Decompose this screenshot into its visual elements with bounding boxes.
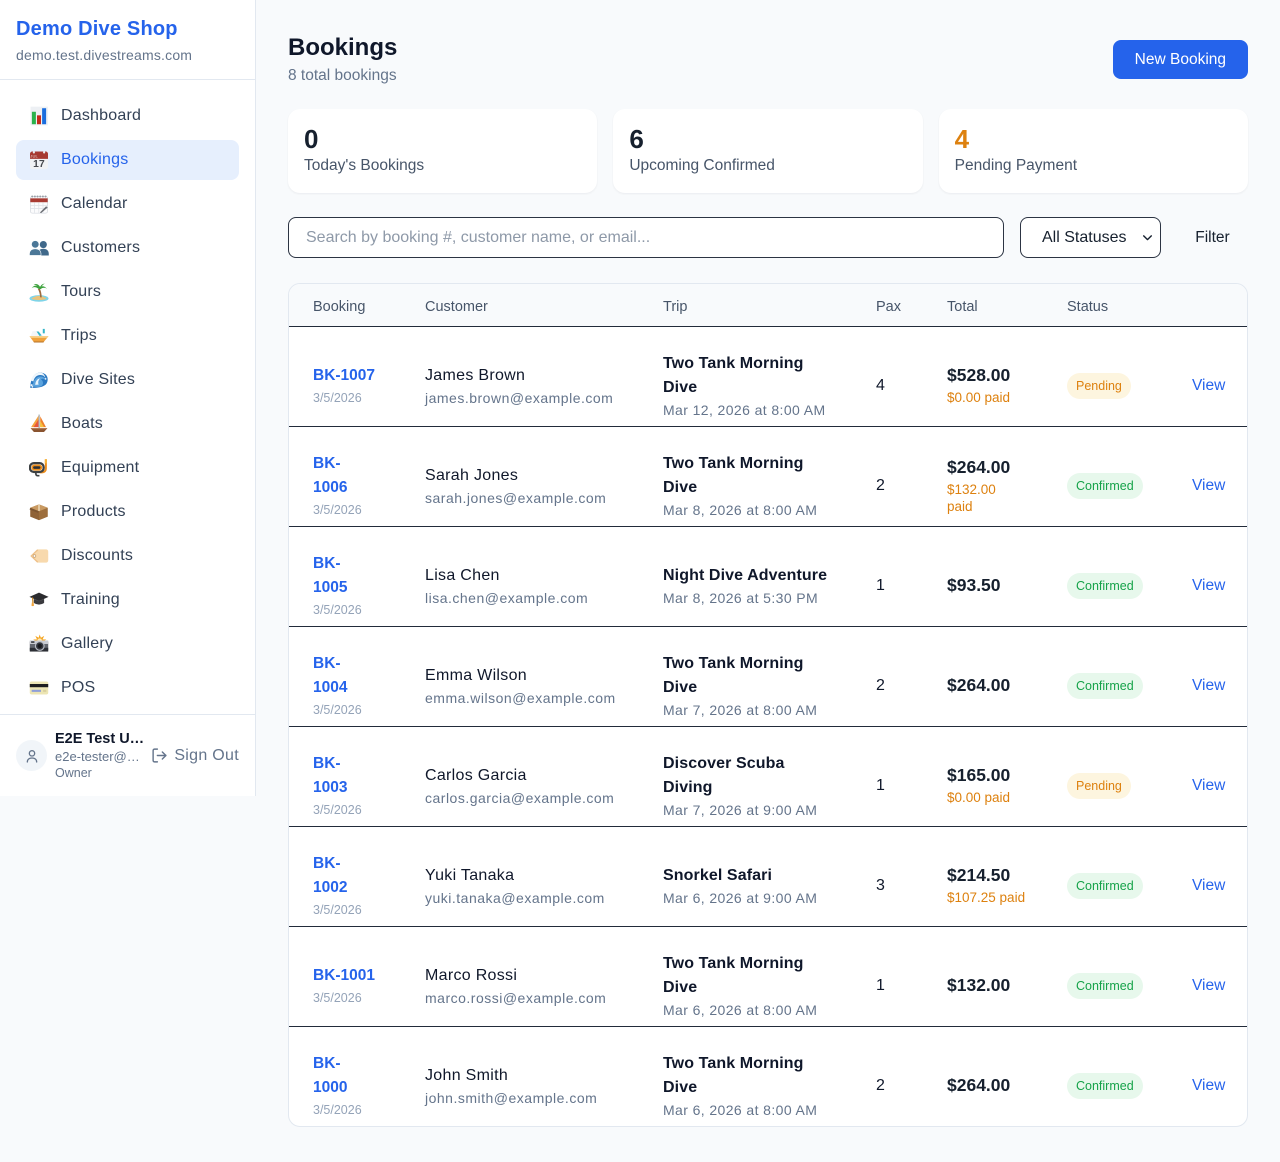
svg-text:JUL: JUL (30, 153, 38, 158)
svg-text:17: 17 (33, 159, 45, 170)
